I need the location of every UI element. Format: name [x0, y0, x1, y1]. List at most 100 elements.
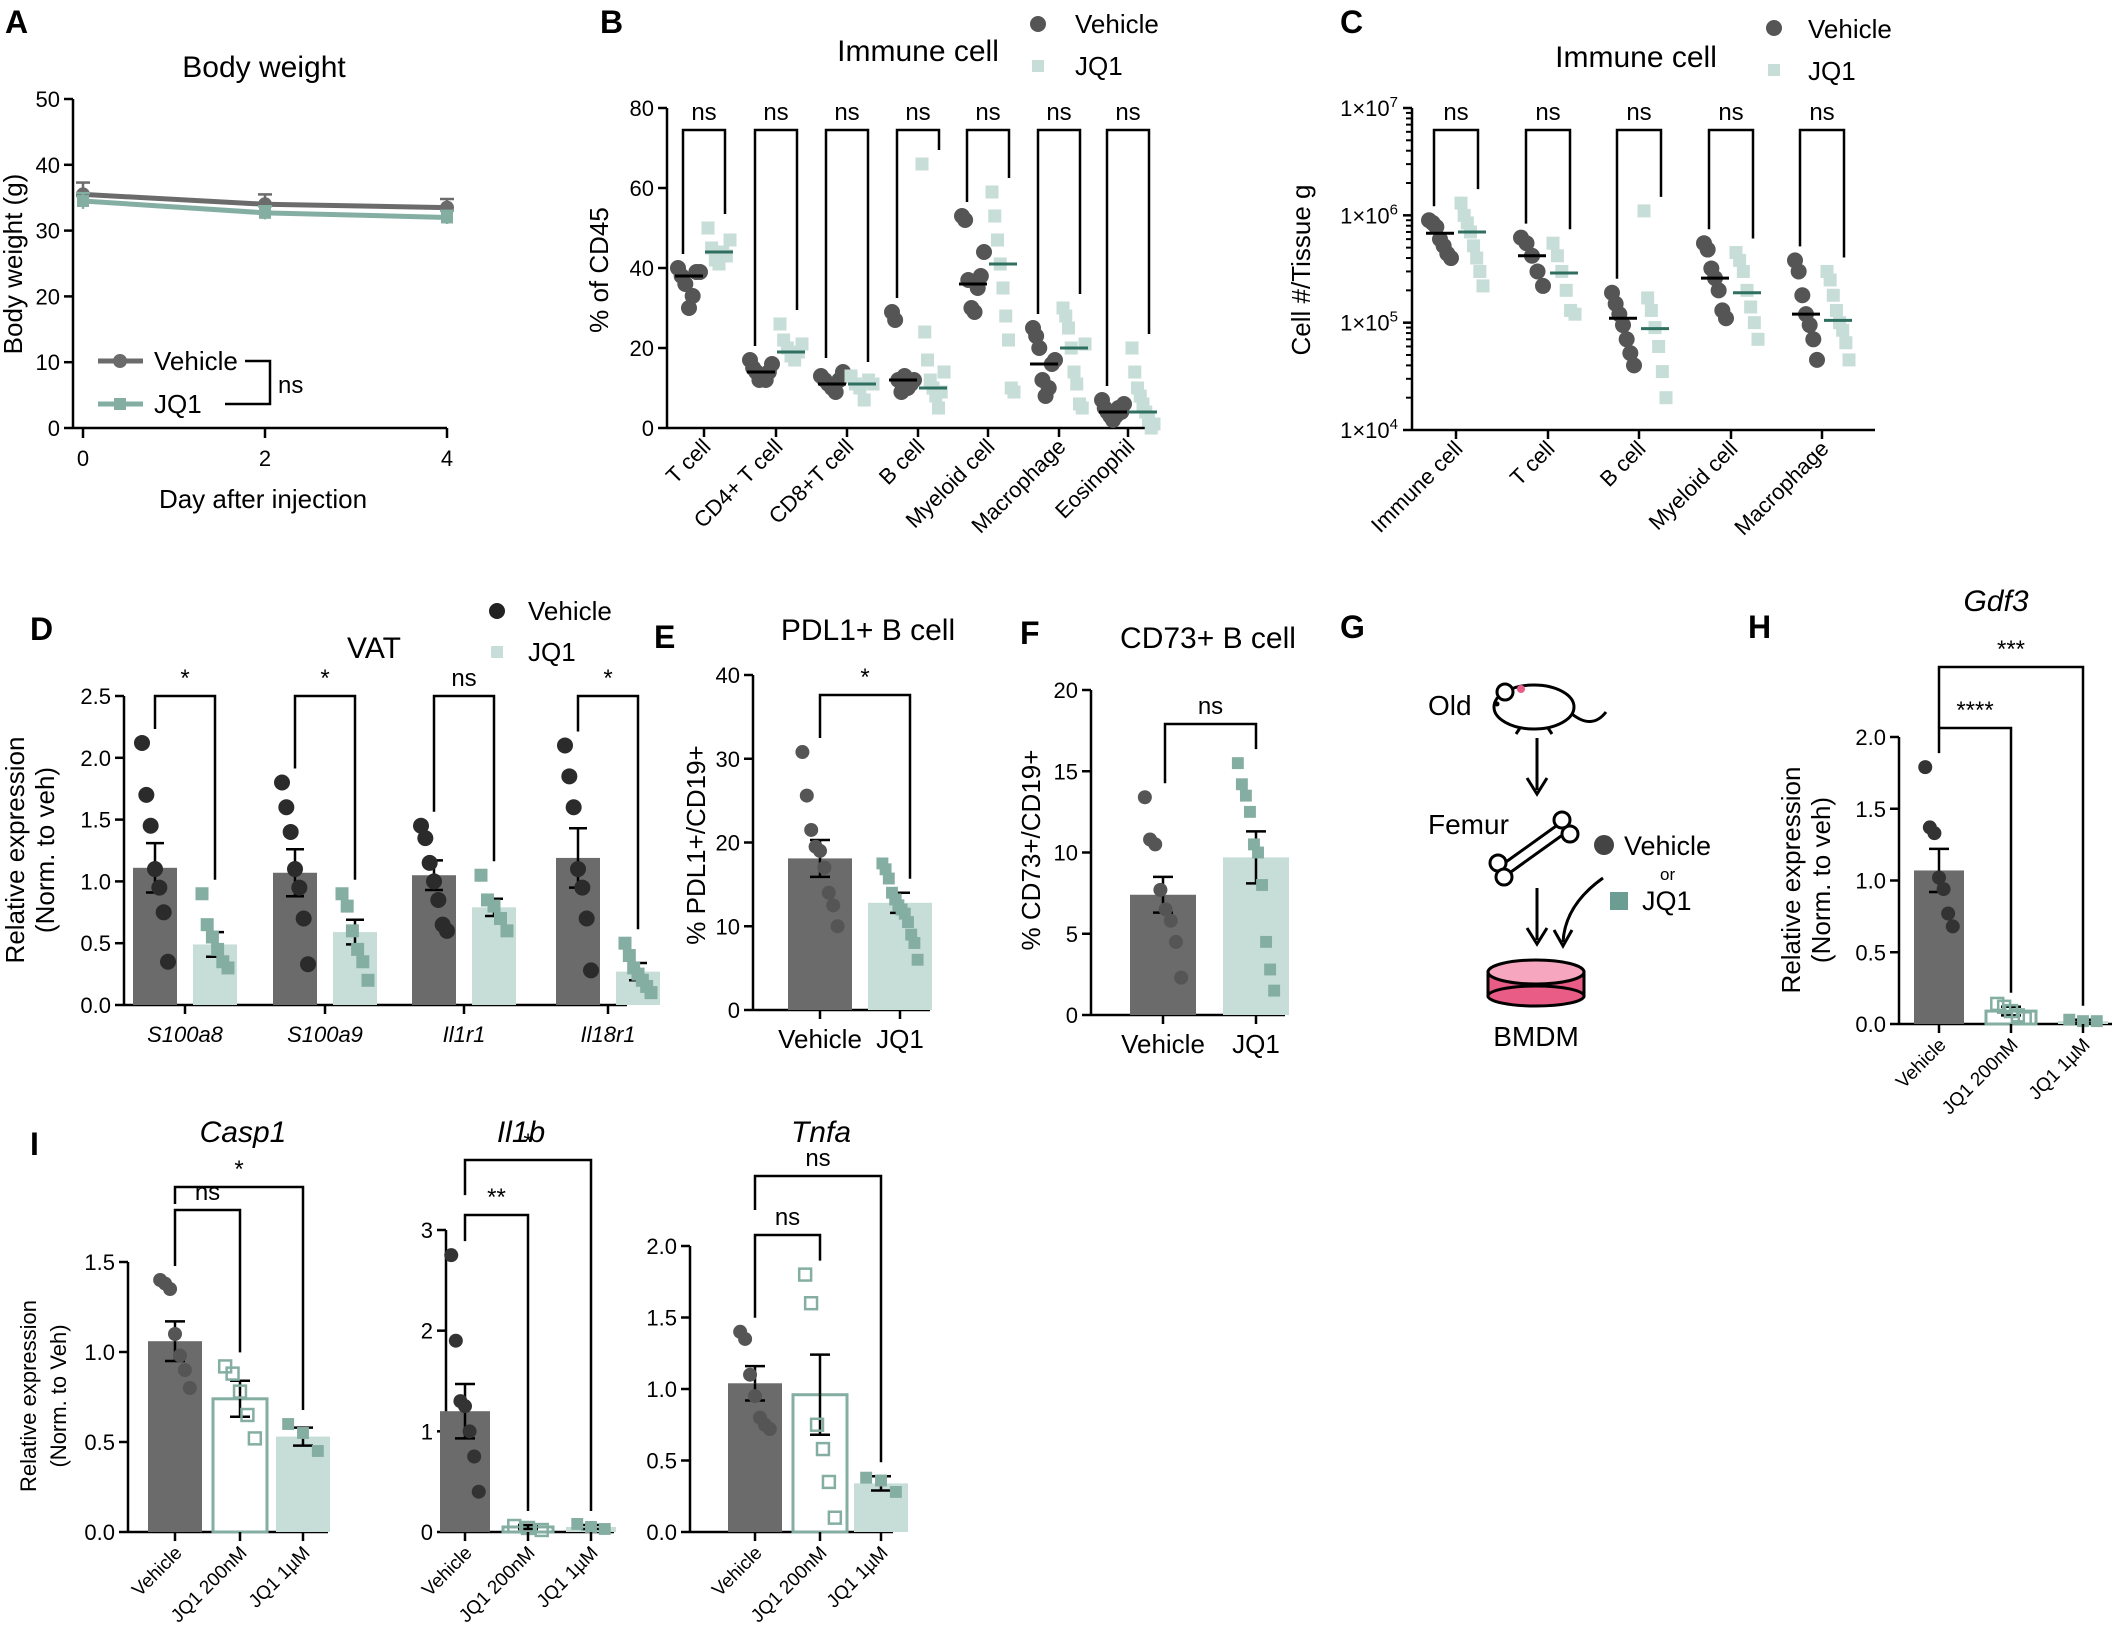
y-tick-label: 40 [36, 153, 60, 178]
legend-marker [1768, 64, 1780, 76]
panel-label: E [654, 619, 675, 655]
x-tick-label: JQ1 [1232, 1029, 1280, 1059]
vehicle-point [151, 879, 168, 896]
vehicle-point [142, 817, 159, 834]
jq1-point [351, 942, 365, 956]
y-axis-title: % CD73+/CD19+ [1016, 750, 1046, 951]
x-tick-label: Vehicle [128, 1543, 186, 1601]
significance-bracket [1105, 128, 1151, 386]
bmdm-label: BMDM [1493, 1021, 1579, 1052]
bar [728, 1383, 782, 1532]
vehicle-point [274, 774, 290, 791]
jq1-point [1002, 333, 1015, 347]
vehicle-point [1040, 380, 1057, 396]
y-tick-label: 0 [48, 416, 60, 441]
data-point [889, 1486, 902, 1498]
legend-marker [491, 646, 503, 658]
vehicle-point [278, 799, 295, 816]
vehicle-point [1518, 235, 1535, 252]
x-axis-title: Day after injection [159, 484, 367, 514]
significance-bracket [895, 128, 941, 298]
data-point [809, 1417, 825, 1432]
data-point [1163, 913, 1178, 928]
x-tick-label: Immune cell [1366, 436, 1468, 538]
data-point [182, 1381, 197, 1395]
y-tick-label: 1.5 [84, 1250, 115, 1275]
significance-label: ns [1443, 99, 1468, 126]
y-tick-label: 1×105 [1340, 309, 1398, 336]
panel-e-pdl1-b-cell: E PDL1+ B cell 0 10 20 30 40 % PDL1+/CD19+ Vehic… [654, 614, 955, 1054]
data-point [902, 916, 914, 929]
x-tick-label: 0 [77, 446, 89, 471]
jq1-point [361, 973, 375, 987]
significance-label: ns [1198, 693, 1223, 720]
bar [1914, 870, 1964, 1024]
panel-f-cd73-b-cell: F CD73+ B cell 0 5 10 15 20 % CD73+/CD19+ Vehicl… [1016, 615, 1296, 1059]
significance-label: ns [278, 372, 303, 399]
jq1-point [1637, 204, 1651, 218]
data-point [1268, 984, 1281, 997]
data-point [797, 1267, 813, 1282]
legend-marker [1030, 16, 1046, 32]
significance-label: * [603, 665, 612, 692]
data-point [217, 1359, 233, 1374]
x-tick-label: 4 [441, 446, 453, 471]
jq1-point [985, 185, 999, 199]
legend-marker [1766, 20, 1782, 36]
jq1-point [200, 918, 214, 932]
vehicle-point [957, 212, 974, 228]
significance-label: ns [834, 99, 859, 126]
significance-bracket [173, 1208, 242, 1353]
chart-title: Il1b [497, 1116, 545, 1149]
jq1-point [474, 868, 488, 882]
significance-label: ns [805, 1145, 830, 1172]
data-point [1158, 902, 1173, 917]
data-point [803, 1296, 819, 1311]
y-tick-label: 2.5 [80, 684, 111, 709]
data-point [1235, 778, 1248, 791]
x-tick-label: Il18r1 [580, 1022, 635, 1047]
significance-bracket [753, 1174, 883, 1463]
vehicle-point [1718, 310, 1734, 327]
vehicle-point [421, 854, 438, 871]
vehicle-point [681, 300, 697, 316]
data-point [534, 1522, 549, 1538]
data-point [1239, 789, 1252, 802]
data-point [738, 1331, 753, 1346]
y-tick-label: 0 [1066, 1003, 1078, 1028]
jq1-point [1470, 251, 1484, 265]
y-tick-label: 1.5 [646, 1306, 677, 1331]
significance-label: ns [763, 99, 788, 126]
jq1-point [937, 365, 951, 379]
data-point [886, 886, 898, 899]
significance-label: ns [975, 99, 1000, 126]
significance-bracket [1432, 128, 1480, 207]
significance-bracket [824, 128, 870, 362]
significance-label: **** [1956, 697, 1993, 724]
significance-label: ns [1718, 99, 1743, 126]
jq1-point [1733, 253, 1747, 267]
jq1-point [1655, 365, 1669, 379]
data-point [882, 872, 895, 885]
panel-a-body-weight: A Body weight 0 10 20 30 40 50 0 2 4 Day after inje… [0, 4, 454, 514]
jq1-point [1473, 264, 1487, 278]
vehicle-point [1809, 351, 1825, 368]
y-tick-label: 5 [1066, 922, 1078, 947]
vehicle-point [426, 873, 442, 890]
jq1-point [500, 924, 514, 938]
jq1-point [932, 401, 945, 415]
significance-label: ns [691, 99, 716, 126]
vehicle-point [574, 879, 591, 896]
jq1-point [1454, 196, 1468, 210]
panel-c-immune-cell-count: C Immune cell Vehicle JQ1 1×104 1×105 1×106 1×1… [1286, 4, 1892, 540]
y-tick-label: 0.5 [84, 1430, 115, 1455]
y-tick-label: 40 [630, 256, 654, 281]
data-point [1252, 846, 1264, 859]
vehicle-point [1116, 396, 1132, 412]
legend-marker [489, 603, 505, 619]
jq1-point [1823, 273, 1837, 287]
y-tick-label: 0.5 [80, 931, 111, 956]
jq1-point [1559, 283, 1573, 297]
y-tick-label: 80 [630, 96, 654, 121]
